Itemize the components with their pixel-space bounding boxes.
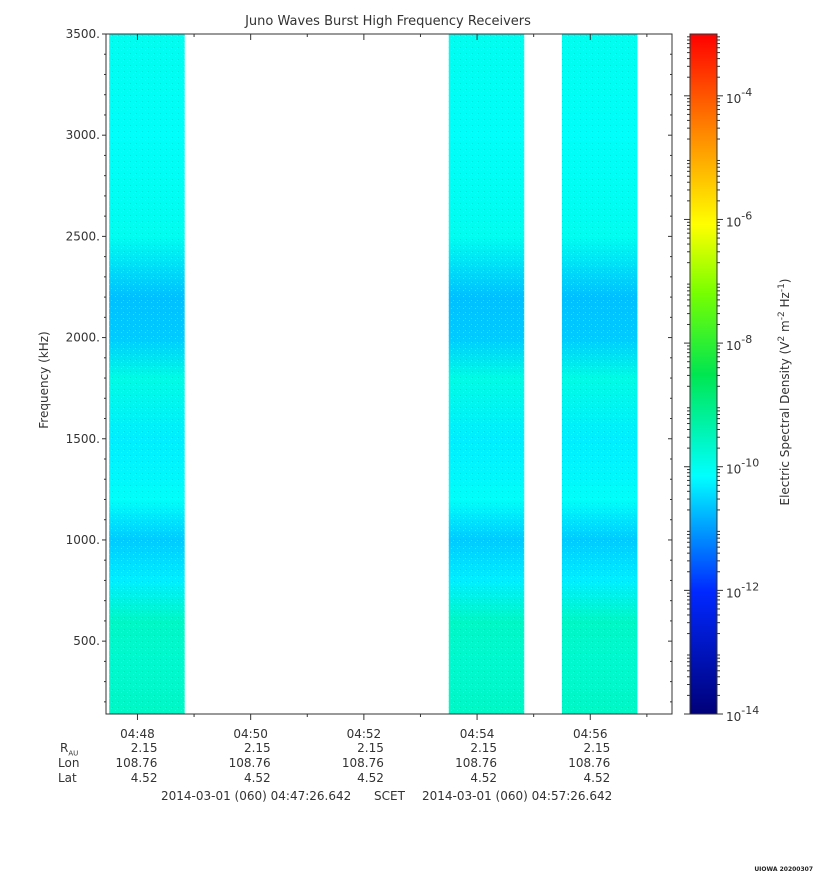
x-tick-label: 04:56 [573,727,608,741]
y-tick-label: 500. [73,634,100,648]
x-tick-label: 04:50 [233,727,268,741]
y-tick-label: 3500. [66,27,100,41]
y-axis: 500. 1000. 1500. 2000. 2500. 3000. 3500. [66,27,672,703]
colorbar-tick-label: 10-12 [726,580,759,600]
colorbar-tick-label: 10-6 [726,209,752,229]
colorbar: 10-14 10-12 10-10 10-8 10-6 10-4 [684,33,759,724]
ephemeris-lat-value: 4.52 [583,771,611,785]
plot-frame [105,33,673,715]
ephemeris-lon-value: 108.76 [115,756,158,770]
ephemeris-lon-value: 108.76 [228,756,271,770]
colorbar-frame [689,33,718,715]
y-tick-label: 2000. [66,331,100,345]
x-tick-label: 04:54 [460,727,495,741]
r-subscript: AU [68,749,79,758]
x-axis: 04:48 04:50 04:52 04:54 04:56 [120,34,648,741]
ephemeris-r-value: 2.15 [470,741,498,755]
x-tick-label: 04:52 [347,727,382,741]
colorbar-tick-label: 10-14 [726,704,759,724]
colorbar-label: Electric Spectral Density (V2 m-2 Hz-1) [777,278,792,505]
colorbar-tick-label: 10-4 [726,86,752,106]
ephemeris-lon-value: 108.76 [568,756,611,770]
y-tick-label: 1000. [66,533,100,547]
ephemeris-r-value: 2.15 [357,741,384,755]
data-interval-texture-1 [109,34,185,714]
footer-stamp: UIOWA 20200307 [754,866,813,873]
y-tick-label: 3000. [66,128,100,142]
y-tick-label: 1500. [66,432,100,446]
time-range-end: 2014-03-01 (060) 04:57:26.642 [422,789,613,803]
ephemeris-r-value: 2.15 [583,741,611,755]
time-range-start: 2014-03-01 (060) 04:47:26.642 [161,789,352,803]
y-tick-label: 2500. [66,229,100,243]
r-label: R [60,741,69,755]
ephemeris-r-value: 2.15 [130,741,158,755]
ephemeris-lon-value: 108.76 [455,756,498,770]
x-tick-label: 04:48 [120,727,155,741]
plot-area [105,33,673,715]
ephemeris-lat-value: 4.52 [243,771,271,785]
ephemeris-row-label-lon: Lon [58,756,80,770]
data-interval-texture-2 [448,34,525,714]
data-interval-texture-3 [561,34,638,714]
colorbar-gradient [690,34,717,714]
ephemeris-lat-value: 4.52 [130,771,158,785]
chart-title: Juno Waves Burst High Frequency Receiver… [244,14,531,29]
ephemeris-row-label-lat: Lat [58,771,77,785]
y-axis-label: Frequency (kHz) [37,331,51,428]
ephemeris-lat-value: 4.52 [357,771,384,785]
time-range-label: SCET [374,789,405,803]
ephemeris-lon-value: 108.76 [341,756,384,770]
colorbar-tick-label: 10-8 [726,333,752,353]
ephemeris-row-label-r: RAU [60,741,78,757]
ephemeris-r-value: 2.15 [243,741,271,755]
colorbar-tick-label: 10-10 [726,457,759,477]
ephemeris-lat-value: 4.52 [470,771,498,785]
